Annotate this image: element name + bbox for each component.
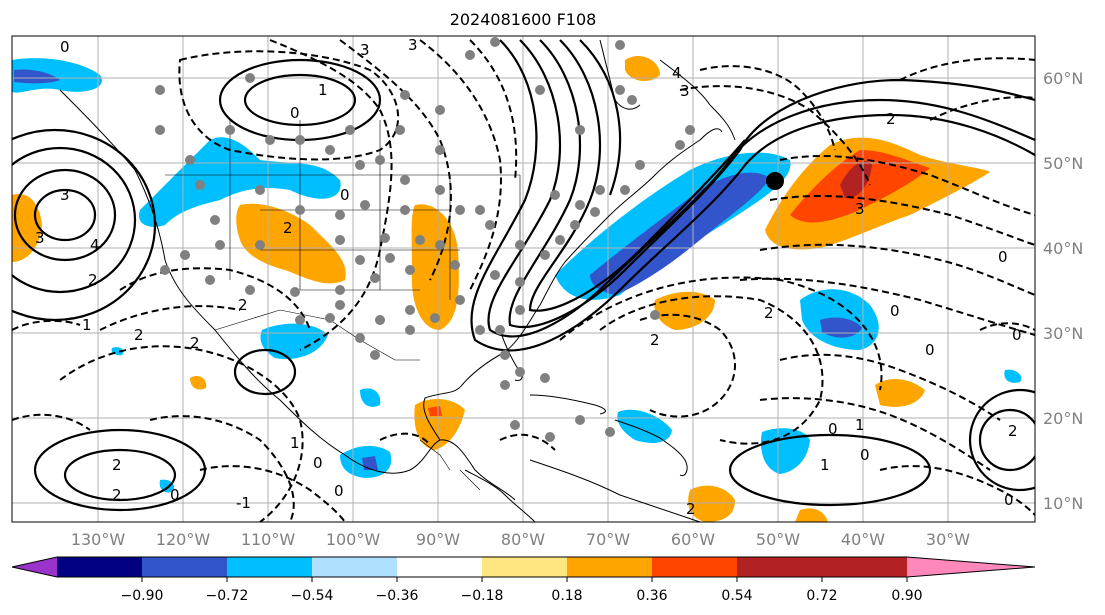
colorbar-tick: 0.90	[891, 588, 922, 604]
contour-label: 2	[764, 304, 774, 322]
colorbar-tick: −0.36	[376, 588, 419, 604]
colorbar-bin	[482, 557, 567, 577]
colorbar-tick: −0.18	[461, 588, 504, 604]
lat-label: 50°N	[1043, 154, 1083, 173]
lon-label: 120°W	[156, 530, 211, 549]
contour-label: 4	[672, 64, 682, 82]
colorbar-tick: 0.36	[636, 588, 667, 604]
contour-label: 2	[190, 334, 200, 352]
lon-label: 70°W	[586, 530, 630, 549]
contour-label: 2	[134, 326, 144, 344]
colorbar-tick: −0.90	[121, 588, 164, 604]
lon-label: 90°W	[416, 530, 460, 549]
contour-label: 2	[1008, 422, 1018, 440]
contour-labels: 3 4 3 2 1 2 2 2 0 0 2 1 3 3 0 4 3 2 3 0 …	[35, 36, 1022, 518]
lon-label: 80°W	[501, 530, 545, 549]
lat-label: 20°N	[1043, 409, 1083, 428]
contour-label: 0	[860, 446, 870, 464]
map-area: 3 4 3 2 1 2 2 2 0 0 2 1 3 3 0 4 3 2 3 0 …	[12, 36, 1035, 522]
colorbar-tick-marks	[141, 577, 908, 582]
contour-label: 1	[290, 434, 300, 452]
colorbar-ticks: −0.90 −0.72 −0.54 −0.36 −0.18 0.18 0.36 …	[121, 588, 923, 604]
colorbar-extend-low	[12, 557, 57, 577]
colorbar-tick: 0.72	[806, 588, 837, 604]
contour-label: 2	[88, 271, 98, 289]
contour-label: 4	[90, 236, 100, 254]
colorbar-bin	[652, 557, 737, 577]
colorbar-bin	[312, 557, 397, 577]
lat-label: 60°N	[1043, 69, 1083, 88]
colorbar-bin	[142, 557, 227, 577]
lon-label: 50°W	[756, 530, 800, 549]
contour-label: 0	[828, 420, 838, 438]
lat-label: 30°N	[1043, 324, 1083, 343]
contour-label: 0	[925, 341, 935, 359]
contour-label: 1	[855, 416, 865, 434]
contour-label: 3	[35, 229, 45, 247]
lon-label: 110°W	[241, 530, 296, 549]
station-markers	[155, 37, 695, 442]
contour-label: 3	[855, 200, 865, 218]
colorbar: −0.90 −0.72 −0.54 −0.36 −0.18 0.18 0.36 …	[11, 556, 1036, 604]
contour-label: 0	[998, 248, 1008, 266]
contour-label: 2	[686, 500, 696, 518]
contour-label: 2	[650, 331, 660, 349]
contour-label: 2	[112, 486, 122, 504]
colorbar-bin	[57, 557, 142, 577]
lon-label: 60°W	[671, 530, 715, 549]
lon-label: 40°W	[841, 530, 885, 549]
colorbar-tick: −0.72	[206, 588, 249, 604]
colorbar-bin	[737, 557, 822, 577]
contour-label: 0	[313, 454, 323, 472]
contour-label: 0	[890, 302, 900, 320]
colorbar-tick: 0.54	[721, 588, 752, 604]
lon-label: 130°W	[71, 530, 126, 549]
figure-title: 2024081600 F108	[450, 10, 597, 29]
contour-label: 2	[283, 219, 293, 237]
contour-label: 0	[340, 186, 350, 204]
latitude-labels: 60°N 50°N 40°N 30°N 20°N 10°N	[1043, 69, 1083, 513]
map-frame	[11, 35, 1036, 523]
location-marker	[766, 172, 784, 190]
political-borders	[165, 120, 521, 491]
colorbar-tick: −0.54	[291, 588, 334, 604]
colorbar-bin	[822, 557, 907, 577]
colorbar-extend-high	[907, 557, 1035, 577]
contour-label: 0	[334, 482, 344, 500]
dashed-contours	[12, 39, 1035, 522]
colorbar-tick: 0.18	[551, 588, 582, 604]
contour-label: 2	[886, 110, 896, 128]
contour-label: 0	[290, 104, 300, 122]
contour-label: 3	[408, 36, 418, 54]
contour-label: 3	[60, 186, 70, 204]
contour-label: 1	[820, 456, 830, 474]
contour-label: 0	[170, 486, 180, 504]
contour-label: 1	[82, 316, 92, 334]
contour-label: -1	[236, 494, 251, 512]
lat-label: 10°N	[1043, 494, 1083, 513]
lon-label: 100°W	[326, 530, 381, 549]
contour-label: 0	[1004, 491, 1014, 509]
contour-label: 3	[680, 82, 690, 100]
colorbar-bin	[227, 557, 312, 577]
lon-label: 30°W	[926, 530, 970, 549]
colorbar-bin	[567, 557, 652, 577]
contour-label: 0	[1012, 326, 1022, 344]
contour-label: 2	[112, 456, 122, 474]
lat-label: 40°N	[1043, 239, 1083, 258]
longitude-labels: 130°W 120°W 110°W 100°W 90°W 80°W 70°W 6…	[71, 530, 970, 549]
contour-label: 0	[60, 38, 70, 56]
contour-label: 1	[318, 81, 328, 99]
coastlines	[59, 39, 736, 522]
contour-label: 2	[238, 296, 248, 314]
contour-label: 3	[360, 41, 370, 59]
colorbar-bin	[397, 557, 482, 577]
